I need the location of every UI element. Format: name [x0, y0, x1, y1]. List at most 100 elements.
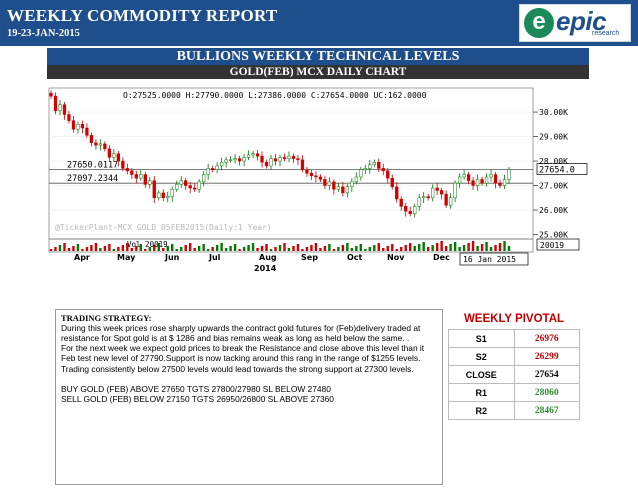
volume-bar [67, 248, 71, 251]
volume-bar [215, 245, 219, 251]
ohlc-readout: O:27525.0000 H:27790.0000 L:27386.0000 C… [123, 91, 427, 100]
candle-body [264, 162, 269, 167]
volume-bar [467, 243, 470, 251]
candle-body [498, 182, 502, 186]
pivot-label: CLOSE [448, 365, 515, 384]
volume-bar [233, 244, 237, 251]
volume-bar [292, 246, 295, 251]
candle-body [475, 179, 480, 186]
x-tick-label: Sep [301, 253, 318, 262]
chart-title-banner: GOLD(FEB) MCX DAILY CHART [47, 65, 589, 79]
volume-bar [462, 245, 466, 251]
x-tick-label: Jun [164, 253, 180, 262]
trading-strategy-box: TRADING STRATEGY: During this week price… [55, 309, 443, 485]
y-tick-label: 25.00K [539, 231, 568, 240]
candle-body [282, 157, 287, 159]
volume-bar [238, 249, 241, 251]
pivot-value: 26299 [513, 347, 580, 366]
candle-body [175, 184, 179, 190]
volume-bar [54, 247, 57, 251]
candle-body [363, 168, 367, 170]
volume-bar [485, 242, 488, 251]
pivotal-table: S1 26976 S2 26299 CLOSE 27654 R1 28060 R2 284… [448, 329, 580, 420]
candle-body [67, 114, 71, 121]
candle-body [318, 176, 323, 180]
volume-bar [386, 246, 389, 251]
candle-body [161, 192, 165, 199]
candle-body [121, 160, 125, 169]
volume-bar [476, 246, 479, 251]
pivot-label: S1 [448, 329, 515, 348]
candle-body [480, 179, 484, 184]
candle-body [152, 180, 156, 199]
volume-bar [409, 243, 412, 251]
candle-body [300, 159, 305, 170]
candle-body [372, 162, 376, 165]
epic-research-logo: e epic research [519, 4, 631, 42]
volume-bar [251, 243, 255, 251]
volume-bar [166, 246, 169, 251]
volume-bar [355, 246, 358, 251]
candle-body [179, 180, 183, 185]
volume-bar [440, 241, 443, 251]
candle-body [53, 95, 58, 112]
candle-body [314, 175, 318, 178]
buy-recommendation: BUY GOLD (FEB) ABOVE 27650 TGTS 27800/27… [61, 383, 331, 394]
candle-body [269, 158, 273, 167]
report-date: 19-23-JAN-2015 [7, 28, 80, 39]
volume-bar [90, 245, 93, 251]
candle-body [255, 153, 260, 157]
volume-bar [49, 249, 53, 251]
pivotal-row-r2: R2 28467 [448, 401, 580, 420]
volume-bar [188, 243, 192, 251]
volume-bar [422, 242, 425, 251]
pivot-value: 27654 [513, 365, 580, 384]
volume-bar [337, 247, 340, 251]
x-tick-label: May [117, 253, 136, 262]
strategy-heading: TRADING STRATEGY: [61, 313, 152, 323]
candle-body [417, 197, 421, 207]
logo-mark-icon: e [524, 8, 554, 38]
volume-value: 20019 [540, 241, 564, 250]
volume-value-box [536, 238, 580, 251]
x-tick-label: Dec [433, 253, 450, 262]
x-axis-year: 2014 [254, 264, 277, 273]
volume-bar [287, 248, 291, 251]
candle-body [332, 181, 336, 190]
pivot-label: S2 [448, 347, 515, 366]
candle-body [206, 168, 210, 175]
volume-bar [94, 243, 98, 251]
section-banner: BULLIONS WEEKLY TECHNICAL LEVELS [47, 48, 589, 65]
candle-body [80, 124, 85, 129]
last-price-label: 27654.0 [539, 166, 575, 176]
volume-bar [507, 246, 511, 251]
volume-bar [260, 246, 264, 251]
candle-body [278, 157, 282, 162]
volume-bar [256, 248, 259, 251]
candle-body [354, 176, 358, 183]
candle-body [260, 155, 264, 163]
y-tick-label: 30.00K [539, 108, 568, 117]
candle-body [125, 168, 129, 172]
candle-body [134, 174, 138, 179]
volume-bar [153, 245, 156, 251]
candle-body [166, 196, 170, 199]
x-tick-label: Oct [347, 253, 363, 262]
volume-bar [341, 245, 345, 251]
candle-body [157, 192, 161, 199]
y-tick-label: 26.00K [539, 206, 568, 215]
volume-bar [494, 245, 497, 251]
strategy-paragraph-2: For the next week we expect gold prices … [61, 343, 425, 374]
candle-body [359, 169, 363, 178]
volume-bar [220, 243, 223, 251]
candle-body [345, 186, 350, 194]
candle-body [193, 187, 197, 190]
pivotal-row-s1: S1 26976 [448, 329, 580, 348]
strategy-paragraph-1: During this week prices rose sharply upw… [61, 323, 421, 344]
candle-body [507, 169, 511, 180]
candle-body [112, 153, 116, 158]
candle-body [89, 135, 94, 143]
volume-bar [368, 247, 372, 251]
candle-body [426, 196, 430, 199]
volume-bar [305, 247, 309, 251]
